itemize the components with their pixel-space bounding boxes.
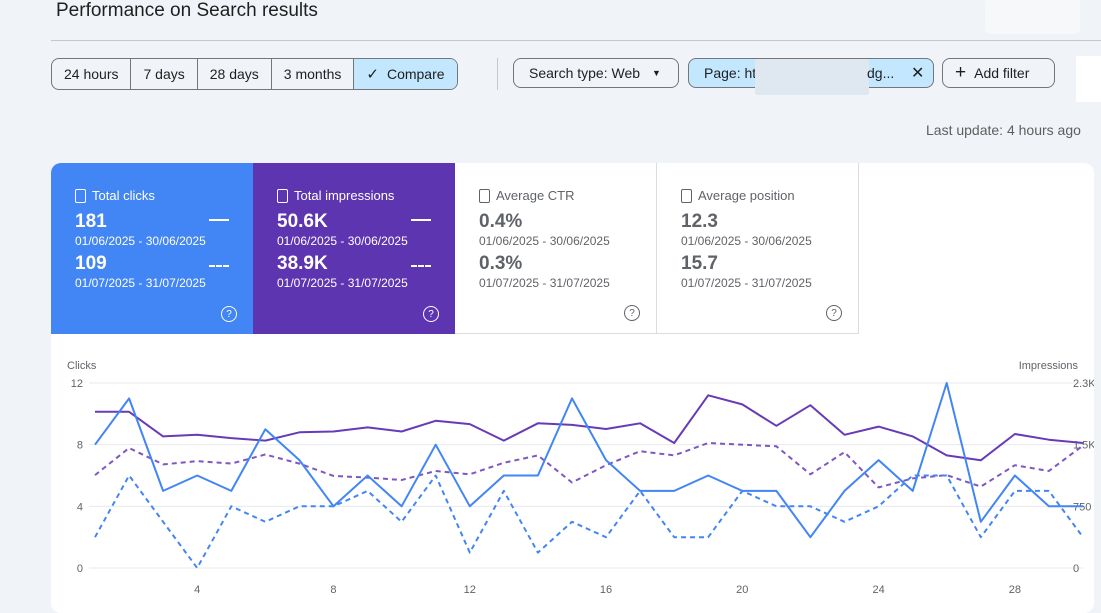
filter-separator <box>497 58 498 90</box>
x-tick-label: 24 <box>872 584 884 596</box>
y-left-axis-label: Clicks <box>67 360 97 372</box>
help-icon[interactable]: ? <box>624 305 640 321</box>
metric-value-current: 0.4% <box>479 211 523 232</box>
last-update-text: Last update: 4 hours ago <box>926 122 1081 138</box>
checkbox-icon <box>479 188 490 203</box>
series-line-2 <box>94 382 1083 539</box>
account-area[interactable] <box>985 0 1080 34</box>
title-divider <box>51 40 1101 41</box>
range-3-months[interactable]: 3 months <box>272 59 355 89</box>
metric-range-current: 01/06/2025 - 30/06/2025 <box>75 234 206 248</box>
range-24-hours[interactable]: 24 hours <box>52 59 132 89</box>
metric-value-previous: 0.3% <box>479 253 523 274</box>
y-right-tick-label: 2.3K <box>1073 378 1094 390</box>
metric-range-previous: 01/07/2025 - 31/07/2025 <box>479 276 610 290</box>
metric-range-current: 01/06/2025 - 30/06/2025 <box>479 234 610 248</box>
y-left-tick-label: 8 <box>77 440 83 452</box>
y-right-tick-label: 0 <box>1073 563 1079 575</box>
page-filter-chip[interactable]: Page: ht dg... ✕ <box>688 58 934 95</box>
metric-range-previous: 01/07/2025 - 31/07/2025 <box>681 276 812 290</box>
metric-value-previous: 109 <box>75 253 107 274</box>
metric-card-average-ctr[interactable]: Average CTR 0.4% 01/06/2025 - 30/06/2025… <box>455 163 657 334</box>
dropdown-arrow-icon: ▼ <box>652 68 661 78</box>
series-line-3 <box>94 474 1084 569</box>
solid-line-legend-icon <box>209 219 229 221</box>
metric-label: Average position <box>698 188 795 203</box>
checkbox-icon <box>681 188 692 203</box>
help-icon[interactable]: ? <box>221 306 237 322</box>
metric-value-previous: 38.9K <box>277 253 328 274</box>
x-tick-label: 20 <box>736 584 748 596</box>
metric-card-average-position[interactable]: Average position 12.3 01/06/2025 - 30/06… <box>657 163 859 334</box>
search-type-filter[interactable]: Search type: Web ▼ <box>513 58 679 88</box>
dashed-line-legend-icon <box>209 265 229 267</box>
checkbox-icon <box>75 188 86 203</box>
metric-value-current: 12.3 <box>681 211 718 232</box>
x-tick-label: 8 <box>330 584 336 596</box>
close-icon[interactable]: ✕ <box>911 65 925 82</box>
metric-label: Total clicks <box>92 188 155 203</box>
solid-line-legend-icon <box>411 219 431 221</box>
metric-range-current: 01/06/2025 - 30/06/2025 <box>681 234 812 248</box>
metric-card-total-impressions[interactable]: Total impressions 50.6K 01/06/2025 - 30/… <box>253 163 455 334</box>
date-range-selector: 24 hours 7 days 28 days 3 months ✓ Compa… <box>51 58 458 90</box>
metric-range-previous: 01/07/2025 - 31/07/2025 <box>277 276 408 290</box>
metric-range-current: 01/06/2025 - 30/06/2025 <box>277 234 408 248</box>
help-icon[interactable]: ? <box>826 305 842 321</box>
x-tick-label: 12 <box>464 584 476 596</box>
x-tick-label: 28 <box>1009 584 1021 596</box>
checkbox-icon <box>277 188 288 203</box>
metric-value-current: 50.6K <box>277 211 328 232</box>
add-filter-label: Add filter <box>974 65 1030 81</box>
y-left-tick-label: 12 <box>71 378 83 390</box>
metric-range-previous: 01/07/2025 - 31/07/2025 <box>75 276 206 290</box>
dashed-line-legend-icon <box>411 265 431 267</box>
x-tick-label: 16 <box>600 584 612 596</box>
metric-label: Average CTR <box>496 188 575 203</box>
metric-label: Total impressions <box>294 188 395 203</box>
compare-label: Compare <box>386 66 445 82</box>
help-icon[interactable]: ? <box>423 306 439 322</box>
y-right-axis-label: Impressions <box>1019 360 1079 372</box>
metric-value-current: 181 <box>75 211 107 232</box>
metric-value-previous: 15.7 <box>681 253 718 274</box>
plus-icon: + <box>955 62 967 83</box>
page-filter-label-tail: dg... <box>867 65 895 81</box>
y-left-tick-label: 4 <box>77 501 83 513</box>
range-7-days[interactable]: 7 days <box>131 59 198 89</box>
toolbar-edge <box>1076 56 1101 102</box>
page-title: Performance on Search results <box>56 0 318 21</box>
check-icon: ✓ <box>366 66 379 83</box>
page-filter-label: Page: ht <box>704 65 757 81</box>
range-28-days[interactable]: 28 days <box>198 59 272 89</box>
y-left-tick-label: 0 <box>77 563 83 575</box>
x-tick-label: 4 <box>194 584 200 596</box>
search-type-label: Search type: Web <box>529 65 641 81</box>
performance-panel: Total clicks 181 01/06/2025 - 30/06/2025… <box>51 163 1094 613</box>
add-filter-button[interactable]: + Add filter <box>942 58 1055 88</box>
compare-button[interactable]: ✓ Compare <box>354 59 457 89</box>
y-right-tick-label: 750 <box>1073 501 1091 513</box>
metric-card-total-clicks[interactable]: Total clicks 181 01/06/2025 - 30/06/2025… <box>51 163 253 334</box>
redacted-url <box>755 59 869 95</box>
